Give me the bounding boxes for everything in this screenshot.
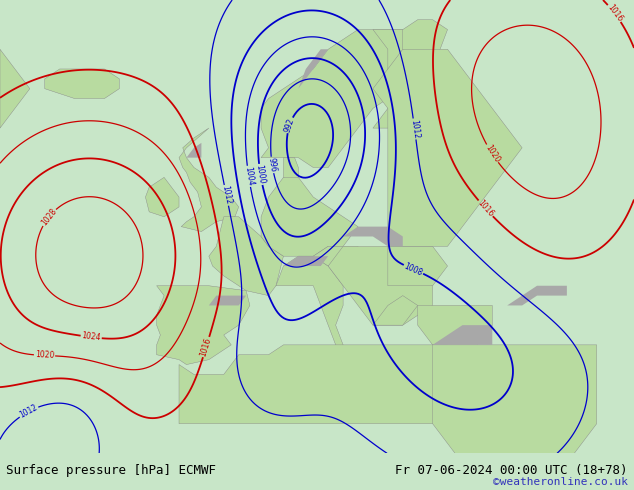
Text: 1012: 1012 <box>220 185 233 206</box>
Text: 1000: 1000 <box>254 164 266 185</box>
Text: 1012: 1012 <box>18 403 39 420</box>
Text: 1016: 1016 <box>605 3 624 24</box>
Text: Surface pressure [hPa] ECMWF: Surface pressure [hPa] ECMWF <box>6 465 216 477</box>
Text: 1020: 1020 <box>483 143 501 164</box>
Text: 1016: 1016 <box>476 198 495 219</box>
Text: Fr 07-06-2024 00:00 UTC (18+78): Fr 07-06-2024 00:00 UTC (18+78) <box>395 465 628 477</box>
Text: ©weatheronline.co.uk: ©weatheronline.co.uk <box>493 477 628 487</box>
Text: 1020: 1020 <box>35 350 55 361</box>
Text: 1012: 1012 <box>409 119 420 139</box>
Text: 1028: 1028 <box>39 207 58 227</box>
Text: 1016: 1016 <box>199 337 213 358</box>
Text: 1024: 1024 <box>81 332 101 343</box>
Text: 996: 996 <box>267 157 278 173</box>
Text: 1004: 1004 <box>243 166 255 187</box>
Text: 1008: 1008 <box>403 261 424 277</box>
Text: 992: 992 <box>283 117 296 133</box>
